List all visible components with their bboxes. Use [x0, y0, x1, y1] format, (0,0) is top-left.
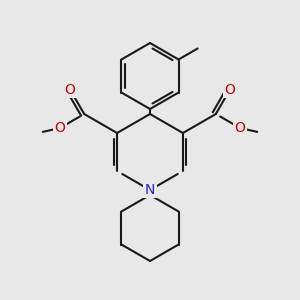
- Text: O: O: [235, 121, 245, 135]
- Text: N: N: [145, 183, 155, 197]
- Text: O: O: [224, 83, 235, 97]
- Text: O: O: [55, 121, 65, 135]
- Text: O: O: [65, 83, 76, 97]
